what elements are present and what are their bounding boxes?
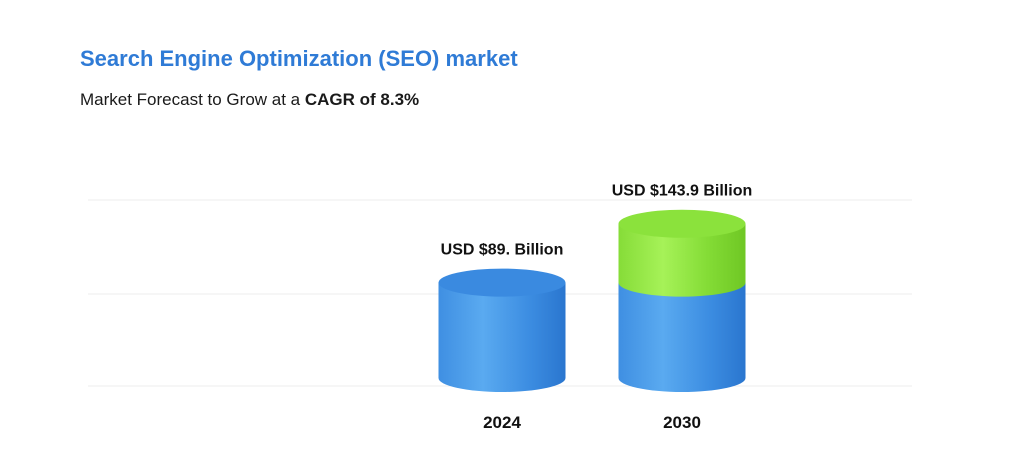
bar-2024-top-cap: [438, 268, 566, 297]
chart-title: Search Engine Optimization (SEO) market: [80, 46, 518, 71]
x-tick-label-2030: 2030: [663, 413, 701, 432]
data-label-2024: USD $89. Billion: [441, 242, 564, 259]
bars: [438, 209, 746, 393]
bar-2024-segment-1: [438, 282, 566, 393]
chart-subtitle: Market Forecast to Grow at a CAGR of 8.3…: [80, 90, 419, 110]
x-tick-label-2024: 2024: [483, 413, 521, 432]
bar-2030-segment-1: [618, 282, 746, 393]
bar-2030-segment-2: [618, 223, 746, 297]
labels: USD $89. Billion 2024 USD $143.9 Billion 20…: [441, 183, 753, 432]
subtitle-text: Market Forecast to Grow at a: [80, 90, 305, 109]
data-label-2030: USD $143.9 Billion: [612, 183, 753, 200]
bar-2030-top-cap: [618, 209, 746, 238]
cagr-highlight: CAGR of 8.3%: [304, 90, 420, 109]
